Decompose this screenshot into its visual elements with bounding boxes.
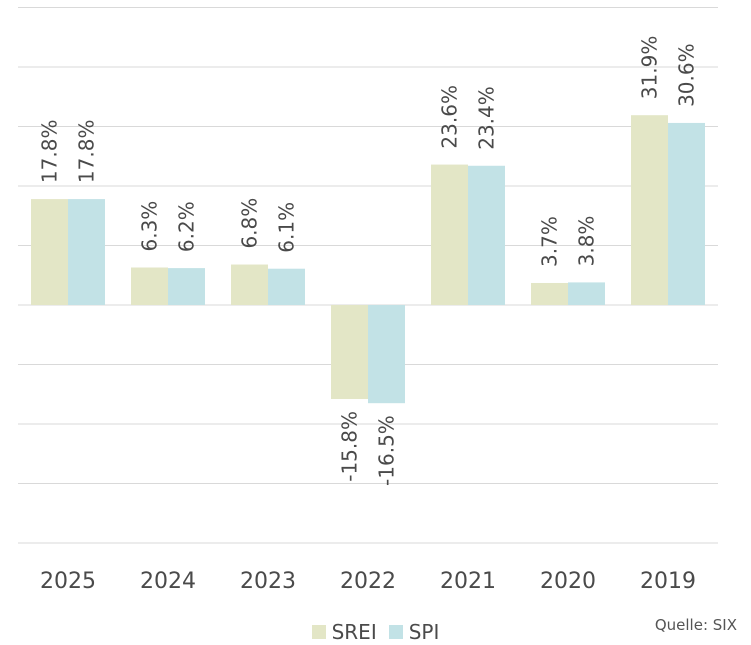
category-label-2025: 2025 [40,569,96,594]
bar-srei-2022 [331,305,368,400]
category-label-2020: 2020 [540,569,596,594]
bar-srei-2021 [431,164,468,305]
data-label-spi-2023: 6.1% [275,202,299,253]
data-label-spi-2022: -16.5% [375,415,399,486]
bar-srei-2024 [131,267,168,305]
category-label-2024: 2024 [140,569,196,594]
bar-spi-2023 [268,268,305,305]
bar-spi-2025 [68,199,105,305]
legend-swatch-srei [311,625,326,639]
legend-item-srei: SREI [311,620,377,644]
bar-srei-2020 [531,282,568,305]
bar-srei-2023 [231,264,268,305]
data-label-srei-2024: 6.3% [138,201,162,252]
bar-spi-2024 [168,268,205,305]
category-label-2023: 2023 [240,569,296,594]
bar-spi-2021 [468,165,505,305]
category-labels: 2025 2024 2023 2022 2021 2020 2019 [40,569,696,594]
data-label-srei-2022: -15.8% [338,411,362,482]
data-label-spi-2025: 17.8% [75,120,99,184]
bar-spi-2019 [668,122,705,306]
gridlines [18,7,718,544]
source-note: Quelle: SIX [654,616,737,634]
bar-spi-2020 [568,282,605,305]
bar-srei-2025 [31,199,68,305]
data-label-spi-2021: 23.4% [475,86,499,150]
bar-spi-2022 [368,305,405,404]
category-label-2021: 2021 [440,569,496,594]
data-label-spi-2024: 6.2% [175,201,199,252]
data-labels: 17.8% 17.8% 6.3% 6.2% 6.8% 6.1% -15.8% -16.5% 23… [38,36,699,486]
data-label-srei-2025: 17.8% [38,120,62,184]
data-label-spi-2020: 3.8% [575,216,599,267]
data-label-spi-2019: 30.6% [675,43,699,107]
data-label-srei-2021: 23.6% [438,85,462,149]
bar-srei-2019 [631,115,668,305]
legend-label-srei: SREI [331,620,377,644]
bars [31,115,705,404]
data-label-srei-2023: 6.8% [238,198,262,249]
data-label-srei-2020: 3.7% [538,216,562,267]
category-label-2019: 2019 [640,569,696,594]
data-label-srei-2019: 31.9% [638,36,662,100]
legend-swatch-spi [388,625,403,639]
category-label-2022: 2022 [340,569,396,594]
legend: SREI SPI [0,620,751,644]
legend-label-spi: SPI [408,620,440,644]
legend-item-spi: SPI [388,620,440,644]
